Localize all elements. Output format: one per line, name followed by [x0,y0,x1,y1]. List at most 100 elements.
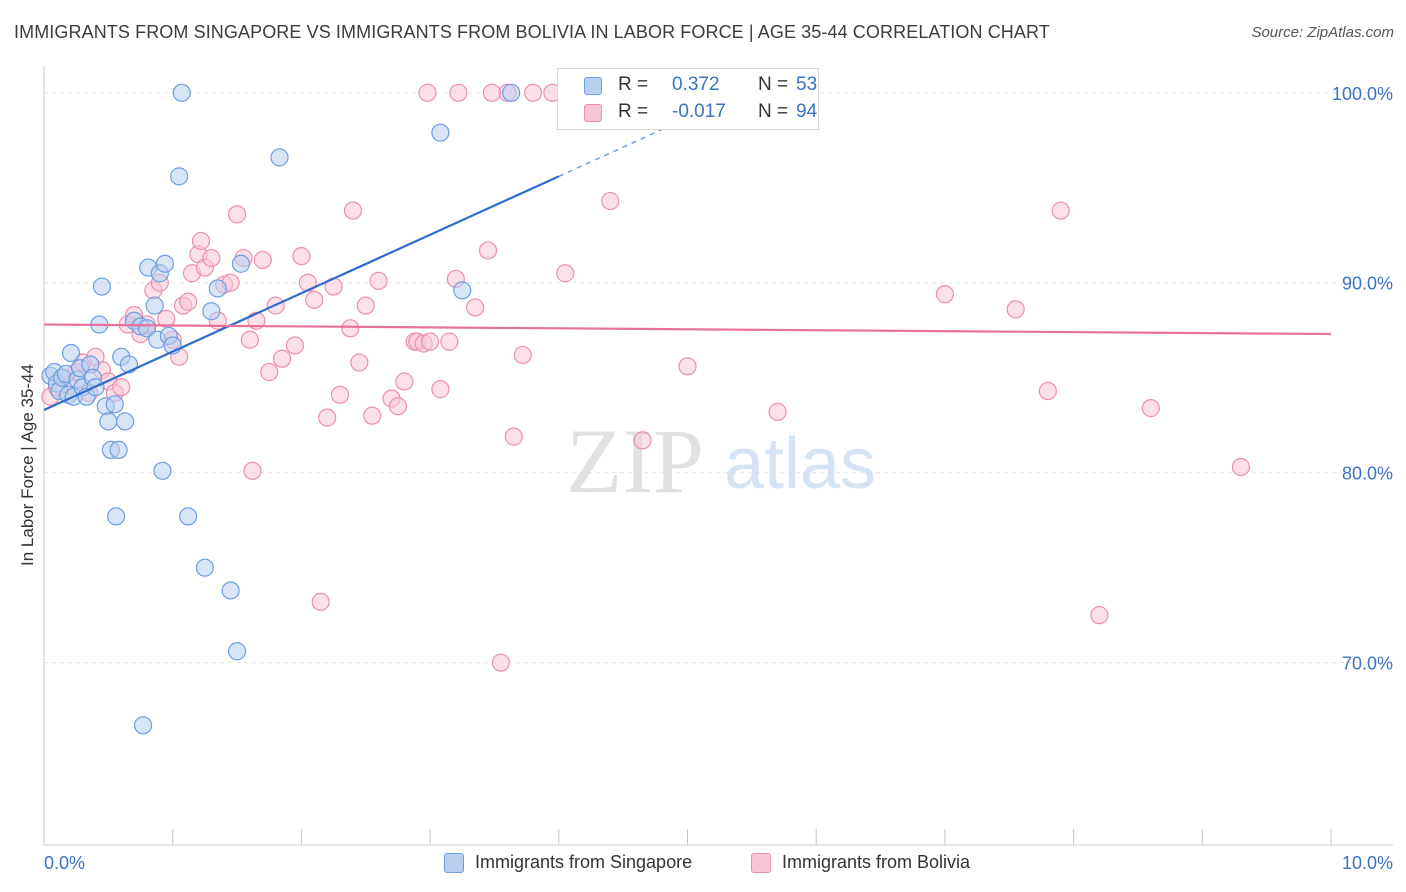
bolivia-point [272,349,292,368]
correlation-legend: R = 0.372 N = 53 R = -0.017 N = 94 [557,68,819,130]
singapore-point [172,83,191,102]
bolivia-trend-line [43,323,1332,336]
bolivia-point [260,362,279,382]
axis-layer [43,66,1393,846]
bolivia-point [179,292,198,311]
singapore-point [231,254,251,273]
singapore-point [208,279,227,298]
bolivia-point [431,380,450,399]
bolivia-point [513,345,532,365]
bolivia-point [388,397,408,416]
bolivia-point [243,461,262,480]
bolivia-point [601,191,620,211]
singapore-trend-extension [558,123,675,178]
bolivia-point [449,83,468,102]
bolivia-point [191,231,211,251]
bolivia-point [285,336,305,355]
singapore-trend-line [43,175,560,412]
bolivia-point [240,330,260,349]
watermark-zip: ZIP [566,410,704,512]
legend-n-value: 53 [796,74,818,95]
bolivia-point [253,250,272,270]
source-label: Source: ZipAtlas.com [1251,24,1394,41]
bolivia-point [112,378,131,397]
trend-lines [43,123,1332,412]
bolivia-point [768,402,787,422]
series-bolivia-points [41,83,1251,672]
bolivia-point [440,332,459,351]
bolivia-point [421,332,440,351]
bolivia-point [935,285,955,304]
bolivia-point [1090,606,1109,625]
legend-n-label: N = [758,101,789,122]
bolivia-point [1141,399,1160,418]
singapore-point [99,412,118,431]
singapore-point [453,281,472,300]
singapore-point [137,319,157,338]
singapore-point [227,642,247,661]
tick-labels: 100.0% 90.0% 80.0% 70.0% 0.0% 10.0% [44,84,1393,873]
bolivia-point [504,427,523,446]
bottom-legend-label-bolivia: Immigrants from Bolivia [782,852,971,872]
bottom-legend-swatch-bolivia [751,853,771,873]
bolivia-point [350,353,369,372]
watermark: ZIP atlas [566,410,876,512]
grid-layer [44,92,1393,664]
singapore-point [431,123,450,142]
bolivia-point [227,205,247,224]
bolivia-point [633,431,652,450]
bolivia-point [330,385,350,404]
bolivia-point [478,241,498,260]
bottom-legend-swatch-singapore [444,853,464,873]
chart-title: IMMIGRANTS FROM SINGAPORE VS IMMIGRANTS … [14,22,1050,42]
bolivia-point [523,83,543,102]
legend-r-value: 0.372 [672,74,720,95]
bolivia-point [482,83,501,102]
bolivia-point [678,357,697,376]
watermark-atlas: atlas [724,424,876,504]
bolivia-point [395,372,414,391]
singapore-point [105,395,124,414]
bolivia-point [556,264,575,283]
bottom-legend-label-singapore: Immigrants from Singapore [475,852,693,872]
y-tick-label: 70.0% [1342,654,1393,674]
bolivia-point [343,201,362,220]
bolivia-point [311,592,330,611]
legend-swatch-bolivia [584,104,602,122]
singapore-point [179,507,198,526]
y-tick-label: 90.0% [1342,274,1393,294]
x-tick-label: 10.0% [1342,853,1393,873]
bolivia-point [202,248,221,268]
singapore-point [155,254,175,273]
singapore-point [61,343,81,363]
bolivia-point [1051,201,1070,220]
series-singapore-points [41,83,610,735]
bolivia-point [1231,457,1251,477]
legend-r-label: R = [618,74,649,95]
bottom-legend-bolivia: Immigrants from Bolivia [751,852,1011,876]
singapore-point [270,148,289,167]
singapore-point [106,507,126,526]
singapore-point [133,716,153,735]
y-tick-label: 80.0% [1342,464,1393,484]
singapore-point [502,83,521,102]
legend-r-value: -0.017 [672,101,726,122]
bottom-legend-singapore: Immigrants from Singapore [444,852,734,876]
x-tick-label: 0.0% [44,853,85,873]
singapore-point [109,440,128,460]
bolivia-point [292,247,311,266]
singapore-point [115,412,135,431]
singapore-point [153,461,172,480]
singapore-point [92,277,112,296]
legend-swatch-singapore [584,77,602,95]
singapore-point [202,302,221,321]
bolivia-point [369,271,388,290]
bolivia-point [363,406,382,425]
bolivia-point [305,290,324,309]
bolivia-point [466,298,485,317]
singapore-point [221,581,240,600]
legend-r-label: R = [618,101,649,122]
bolivia-point [341,319,360,338]
bolivia-point [318,408,337,427]
